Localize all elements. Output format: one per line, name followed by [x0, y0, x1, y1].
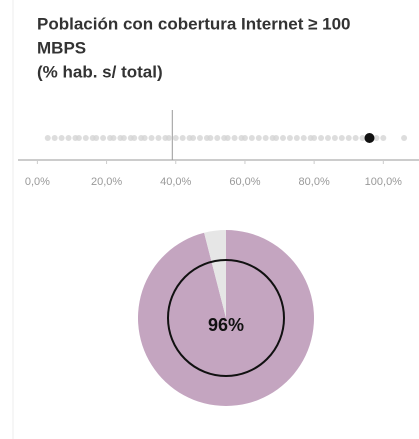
- dot: [248, 135, 255, 141]
- dot: [255, 135, 262, 141]
- x-tick-label: 100,0%: [365, 176, 403, 188]
- dot: [338, 135, 345, 141]
- dot: [224, 135, 231, 141]
- chart-title: MBPS: [37, 38, 86, 57]
- dot: [141, 135, 148, 141]
- dot: [44, 135, 51, 141]
- dot: [364, 133, 375, 143]
- dot: [82, 135, 89, 141]
- dot: [207, 135, 214, 141]
- x-tick-label: 20,0%: [91, 176, 122, 188]
- dot: [214, 135, 221, 141]
- dot: [331, 135, 338, 141]
- dot: [100, 135, 107, 141]
- dot: [324, 135, 331, 141]
- dot: [293, 135, 300, 141]
- dot: [165, 135, 172, 141]
- dot: [110, 135, 117, 141]
- dot: [155, 135, 162, 141]
- dot: [300, 135, 307, 141]
- dot: [58, 135, 65, 141]
- dot: [196, 135, 203, 141]
- dot: [231, 135, 238, 141]
- dot: [65, 135, 72, 141]
- dot: [179, 135, 186, 141]
- dot: [280, 135, 286, 141]
- dot: [262, 135, 269, 141]
- pie-slice: [137, 230, 314, 406]
- dot: [401, 135, 408, 141]
- x-tick-label: 40,0%: [160, 176, 191, 188]
- dot: [120, 135, 127, 141]
- dot: [286, 135, 293, 141]
- dot: [311, 135, 318, 141]
- dot: [352, 135, 359, 141]
- pie-slice: [204, 230, 226, 318]
- dot: [75, 135, 82, 141]
- dot: [190, 135, 197, 141]
- dot: [345, 135, 352, 141]
- pie-label: 96%: [208, 315, 244, 335]
- dot: [172, 135, 179, 141]
- dot: [359, 135, 366, 141]
- dot: [318, 135, 325, 141]
- chart-title: (% hab. s/ total): [37, 62, 163, 81]
- dot: [373, 135, 380, 141]
- inner-ring: [167, 259, 285, 377]
- dot: [148, 135, 155, 141]
- x-tick-label: 60,0%: [229, 176, 260, 188]
- x-tick-label: 80,0%: [299, 176, 330, 188]
- dot: [131, 135, 138, 141]
- dot: [241, 135, 248, 141]
- dot: [93, 135, 100, 141]
- dot: [273, 135, 280, 141]
- chart-title: Población con cobertura Internet ≥ 100: [37, 14, 351, 33]
- x-tick-label: 0,0%: [25, 176, 50, 188]
- dot: [380, 135, 387, 141]
- dot: [51, 135, 58, 141]
